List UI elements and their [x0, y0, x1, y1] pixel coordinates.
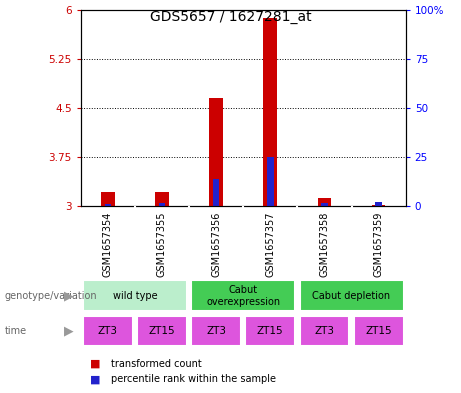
Text: ZT15: ZT15 — [148, 326, 175, 336]
Text: ZT3: ZT3 — [98, 326, 118, 336]
Text: ZT3: ZT3 — [206, 326, 226, 336]
Bar — [105, 204, 111, 206]
Text: transformed count: transformed count — [111, 358, 201, 369]
Bar — [209, 98, 223, 206]
Text: ZT15: ZT15 — [365, 326, 392, 336]
Text: genotype/variation: genotype/variation — [5, 291, 97, 301]
Bar — [159, 204, 165, 206]
Bar — [83, 316, 133, 347]
Bar — [191, 316, 241, 347]
Text: GSM1657359: GSM1657359 — [373, 212, 384, 277]
Text: ▶: ▶ — [65, 289, 74, 302]
Text: Cabut depletion: Cabut depletion — [313, 291, 390, 301]
Text: ZT3: ZT3 — [314, 326, 334, 336]
Text: GSM1657357: GSM1657357 — [265, 212, 275, 277]
Bar — [101, 192, 114, 206]
Text: GDS5657 / 1627281_at: GDS5657 / 1627281_at — [150, 10, 311, 24]
Text: GSM1657355: GSM1657355 — [157, 212, 167, 277]
Bar — [318, 198, 331, 206]
Bar — [372, 205, 385, 206]
Bar — [83, 280, 187, 311]
Bar — [300, 280, 403, 311]
Bar — [354, 316, 403, 347]
Text: percentile rank within the sample: percentile rank within the sample — [111, 374, 276, 384]
Bar — [375, 202, 382, 206]
Text: GSM1657354: GSM1657354 — [103, 212, 113, 277]
Text: GSM1657356: GSM1657356 — [211, 212, 221, 277]
Text: ■: ■ — [90, 374, 100, 384]
Text: time: time — [5, 326, 27, 336]
Bar — [155, 192, 169, 206]
Bar — [191, 280, 295, 311]
Bar — [321, 204, 328, 206]
Bar — [137, 316, 187, 347]
Text: ▶: ▶ — [65, 325, 74, 338]
Bar — [264, 18, 277, 206]
Text: ■: ■ — [90, 358, 100, 369]
Bar — [300, 316, 349, 347]
Text: wild type: wild type — [112, 291, 157, 301]
Text: GSM1657358: GSM1657358 — [319, 212, 330, 277]
Bar — [267, 157, 273, 206]
Text: ZT15: ZT15 — [257, 326, 284, 336]
Text: Cabut
overexpression: Cabut overexpression — [206, 285, 280, 307]
Bar — [245, 316, 295, 347]
Bar — [213, 179, 219, 206]
